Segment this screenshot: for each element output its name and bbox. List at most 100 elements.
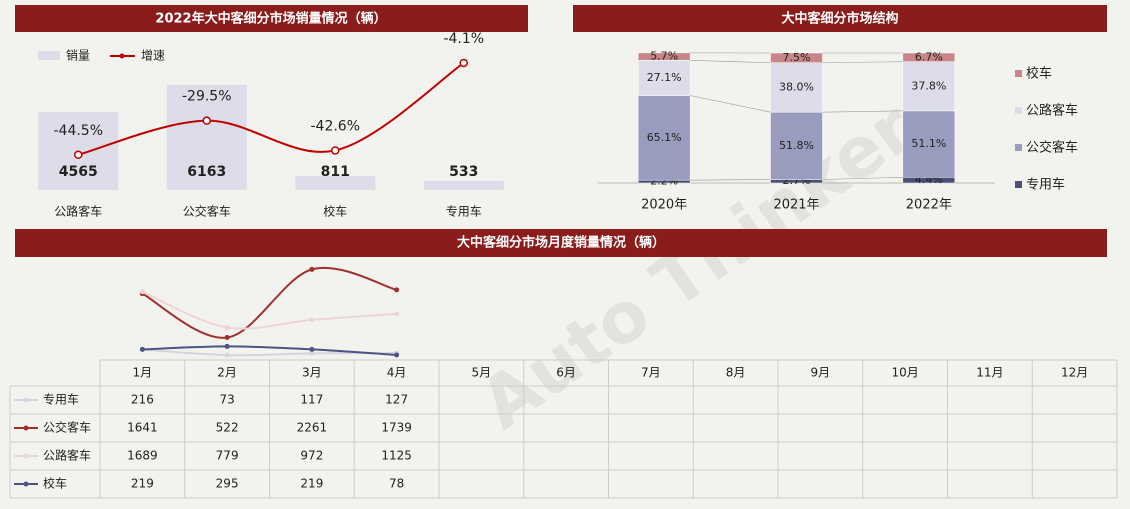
line-point — [224, 335, 230, 341]
legend-swatch — [119, 53, 125, 59]
x-tick-label: 公路客车 — [54, 204, 102, 219]
legend-swatch — [1015, 70, 1022, 77]
bar-segment — [770, 62, 823, 113]
x-tick-label: 10月 — [891, 366, 918, 380]
chart-title: 2022年大中客细分市场销量情况（辆） — [155, 11, 386, 27]
data-label: 27.1% — [647, 71, 682, 84]
table-cell: 219 — [131, 477, 154, 491]
line-point — [309, 346, 315, 352]
legend-label: 公交客车 — [1026, 140, 1078, 156]
legend-label: 专用车 — [1026, 177, 1065, 193]
connector — [822, 110, 903, 113]
bar-segment — [770, 52, 823, 63]
table-cell: 78 — [389, 477, 404, 491]
line-point — [394, 287, 400, 293]
line-point — [139, 346, 145, 352]
data-label: -29.5% — [182, 89, 232, 105]
table-cell: 295 — [216, 477, 239, 491]
legend-label: 专用车 — [43, 392, 79, 407]
legend-label: 校车 — [43, 476, 67, 491]
table-cell: 1641 — [127, 421, 158, 435]
table-cell: 1739 — [381, 421, 412, 435]
data-label: 37.8% — [911, 79, 946, 92]
line-point — [459, 58, 468, 68]
line-point — [224, 343, 230, 349]
x-tick-label: 5月 — [472, 366, 492, 380]
data-label: 4565 — [59, 164, 98, 180]
chart-title: 大中客细分市场月度销量情况（辆） — [457, 235, 665, 251]
legend-label: 公交客车 — [43, 420, 91, 435]
table-cell: 73 — [219, 393, 234, 407]
connector — [690, 95, 771, 113]
bar-segment — [637, 52, 691, 61]
x-tick-label: 12月 — [1061, 366, 1088, 380]
bar-segment — [902, 61, 956, 112]
table-cell: 972 — [300, 449, 323, 463]
table-cell: 1689 — [127, 449, 158, 463]
line — [142, 345, 397, 356]
x-tick-label: 11月 — [976, 366, 1003, 380]
x-tick-label: 2021年 — [773, 198, 819, 213]
title-bar — [573, 5, 1107, 32]
data-label: 6163 — [187, 164, 226, 180]
data-label: 51.1% — [911, 137, 946, 150]
legend-label: 公路客车 — [43, 448, 91, 463]
data-label: 533 — [449, 164, 478, 180]
data-label: 65.1% — [647, 131, 682, 144]
data-label: 6.7% — [915, 50, 943, 63]
data-label: 811 — [321, 164, 350, 180]
x-tick-label: 6月 — [556, 366, 576, 380]
table-cell: 216 — [131, 393, 154, 407]
connector — [690, 179, 771, 181]
legend-swatch — [1015, 181, 1022, 188]
x-tick-label: 公交客车 — [183, 204, 231, 219]
line-point — [309, 266, 315, 272]
connector — [822, 61, 903, 64]
line — [141, 290, 397, 330]
connector — [690, 59, 771, 64]
bar — [423, 180, 504, 190]
line-point — [331, 146, 340, 155]
x-tick-label: 8月 — [726, 366, 746, 380]
title-bar — [15, 229, 1107, 257]
bar-segment — [637, 95, 691, 181]
x-tick-label: 校车 — [323, 204, 347, 219]
data-label: -42.6% — [310, 118, 360, 134]
legend-swatch — [1015, 107, 1022, 114]
legend-swatch — [23, 453, 29, 459]
bar-segment — [637, 60, 691, 96]
legend-label: 销量 — [66, 49, 90, 63]
table-cell: 1125 — [381, 449, 412, 463]
legend-label: 校车 — [1026, 66, 1052, 82]
x-tick-label: 2月 — [217, 366, 237, 380]
data-label: 51.8% — [779, 139, 814, 152]
line — [77, 62, 465, 156]
bar-segment — [902, 52, 956, 62]
x-tick-label: 4月 — [387, 366, 407, 380]
line-point — [394, 311, 400, 317]
table-cell: 127 — [385, 393, 408, 407]
title-bar — [15, 5, 528, 32]
line-point — [139, 289, 145, 295]
line-point — [224, 352, 230, 358]
connector — [822, 176, 903, 180]
line-point — [224, 324, 230, 330]
line-point — [202, 116, 211, 125]
data-label: -44.5% — [53, 123, 103, 139]
bar-segment — [902, 110, 956, 178]
x-tick-label: 9月 — [811, 366, 831, 380]
table-cell: 779 — [216, 449, 239, 463]
legend-swatch — [23, 397, 29, 403]
table-cell: 117 — [300, 393, 323, 407]
bar — [295, 176, 376, 190]
x-tick-label: 1月 — [133, 366, 153, 380]
line-point — [74, 150, 83, 160]
x-tick-label: 7月 — [641, 366, 661, 380]
bar-segment — [770, 111, 823, 180]
table-cell: 2261 — [297, 421, 328, 435]
table-cell: 522 — [216, 421, 239, 435]
legend-swatch — [38, 51, 60, 60]
line-point — [309, 317, 315, 323]
chart-title: 大中客细分市场结构 — [781, 11, 898, 27]
x-tick-label: 专用车 — [446, 204, 482, 219]
